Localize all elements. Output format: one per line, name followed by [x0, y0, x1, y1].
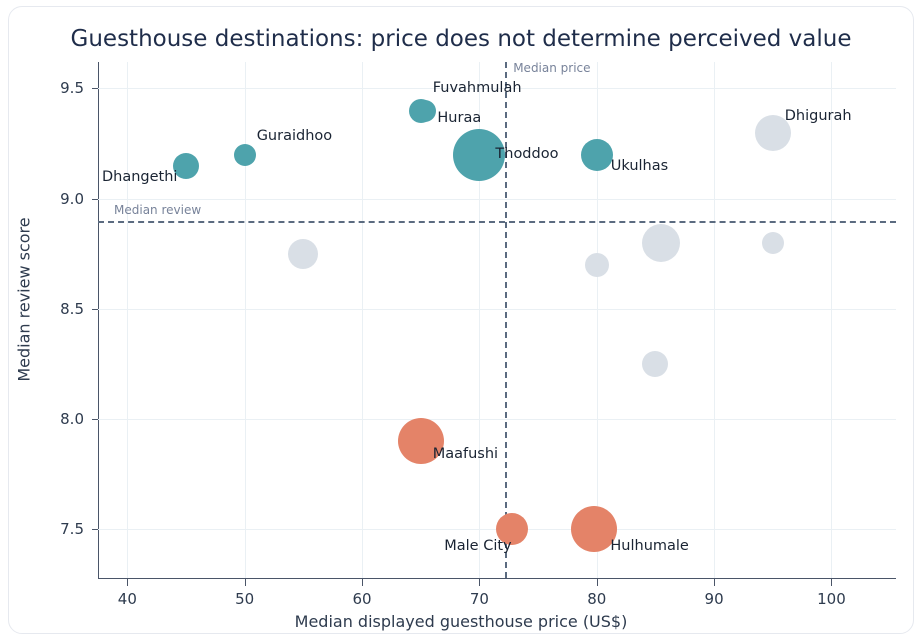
x-tick-label: 90 — [704, 590, 724, 608]
x-tick-mark — [596, 579, 598, 586]
y-tick-mark — [92, 198, 99, 200]
scatter-point[interactable] — [453, 128, 506, 181]
gridline-vertical — [596, 62, 598, 578]
x-tick-label: 80 — [587, 590, 607, 608]
y-tick-label: 9.0 — [60, 189, 84, 208]
median-review-label: Median review — [114, 202, 202, 217]
scatter-point[interactable] — [642, 351, 669, 378]
scatter-point-label: Maafushi — [432, 446, 499, 463]
x-tick-label: 50 — [235, 590, 255, 608]
x-tick-mark — [714, 579, 716, 586]
gridline-vertical — [244, 62, 246, 578]
gridline-vertical — [479, 62, 481, 578]
y-tick-mark — [92, 308, 99, 310]
x-tick-label: 70 — [469, 590, 489, 608]
scatter-point[interactable] — [580, 138, 613, 171]
scatter-point-label: Dhangethi — [102, 168, 178, 185]
scatter-point-label: Fuvahmulah — [432, 79, 522, 96]
x-tick-mark — [127, 579, 129, 586]
y-tick-mark — [92, 88, 99, 90]
x-tick-label: 100 — [817, 590, 846, 608]
y-tick-mark — [92, 529, 99, 531]
scatter-point[interactable] — [571, 506, 618, 553]
y-tick-mark — [92, 419, 99, 421]
scatter-point-label: Thoddoo — [495, 145, 559, 162]
scatter-point[interactable] — [397, 418, 444, 465]
x-axis-line — [98, 578, 896, 579]
chart-card — [8, 6, 914, 634]
gridline-vertical — [127, 62, 129, 578]
median-review-line — [98, 220, 896, 223]
gridline-vertical — [714, 62, 716, 578]
scatter-point-label: Male City — [444, 538, 512, 555]
scatter-point[interactable] — [761, 231, 784, 254]
median-price-line — [505, 62, 508, 578]
gridline-horizontal — [98, 308, 896, 310]
scatter-point[interactable] — [233, 143, 256, 166]
scatter-point[interactable] — [584, 252, 609, 277]
scatter-point[interactable] — [496, 513, 529, 546]
page-title: Guesthouse destinations: price does not … — [70, 26, 852, 52]
gridline-vertical — [831, 62, 833, 578]
scatter-point[interactable] — [414, 99, 437, 122]
scatter-point[interactable] — [642, 223, 681, 262]
y-axis-line — [98, 62, 99, 578]
y-tick-label: 7.5 — [60, 520, 84, 539]
x-tick-label: 60 — [352, 590, 372, 608]
x-tick-label: 40 — [117, 590, 137, 608]
scatter-point-label: Huraa — [437, 109, 482, 126]
plot-area: Median price Median review Dhangethi Gurai… — [98, 61, 896, 578]
x-axis-label: Median displayed guesthouse price (US$) — [294, 612, 628, 631]
scatter-point[interactable] — [288, 238, 319, 269]
gridline-vertical — [362, 62, 364, 578]
gridline-horizontal — [98, 88, 896, 90]
scatter-point-label: Guraidhoo — [256, 127, 333, 144]
scatter-point-label: Dhigurah — [784, 107, 852, 124]
gridline-horizontal — [98, 419, 896, 421]
x-tick-mark — [362, 579, 364, 586]
median-price-label: Median price — [513, 61, 591, 75]
y-tick-label: 8.5 — [60, 299, 84, 318]
scatter-point-label: Ukulhas — [610, 157, 669, 174]
x-tick-mark — [831, 579, 833, 586]
scatter-point[interactable] — [173, 152, 199, 179]
scatter-point-label: Hulhumale — [610, 538, 689, 555]
scatter-point[interactable] — [754, 114, 791, 151]
gridline-horizontal — [98, 198, 896, 200]
y-tick-label: 8.0 — [60, 410, 84, 429]
x-tick-mark — [479, 579, 481, 586]
y-tick-label: 9.5 — [60, 79, 84, 98]
x-tick-mark — [244, 579, 246, 586]
